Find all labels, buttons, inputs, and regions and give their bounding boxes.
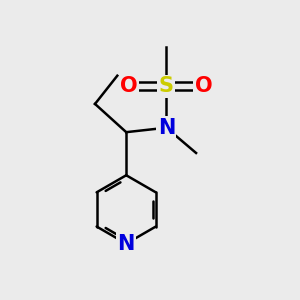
- Text: S: S: [159, 76, 174, 96]
- Text: O: O: [120, 76, 138, 96]
- Text: N: N: [158, 118, 175, 138]
- Text: O: O: [195, 76, 212, 96]
- Text: N: N: [118, 234, 135, 254]
